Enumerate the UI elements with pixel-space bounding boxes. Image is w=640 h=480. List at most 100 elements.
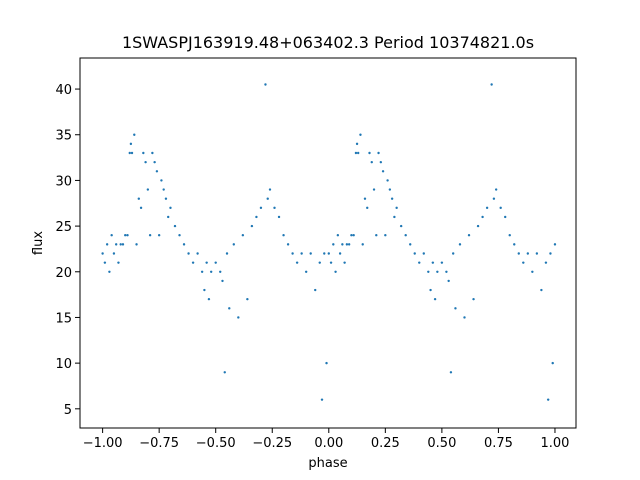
plot-frame bbox=[79, 57, 577, 429]
point bbox=[191, 261, 195, 264]
point bbox=[160, 179, 163, 182]
point bbox=[377, 151, 380, 155]
point bbox=[273, 206, 276, 210]
point bbox=[451, 252, 455, 255]
x-tick-label: 0.50 bbox=[427, 436, 456, 451]
y-tick-label: 15 bbox=[55, 311, 72, 326]
point bbox=[354, 151, 358, 155]
point bbox=[128, 151, 131, 155]
point bbox=[323, 252, 326, 255]
point bbox=[219, 270, 222, 273]
point bbox=[551, 361, 554, 365]
point bbox=[203, 288, 206, 292]
point bbox=[164, 197, 168, 200]
point bbox=[553, 243, 557, 246]
y-tick-label: 5 bbox=[64, 403, 72, 418]
point bbox=[508, 234, 511, 237]
point bbox=[228, 307, 231, 310]
point bbox=[546, 398, 550, 401]
point bbox=[522, 261, 525, 264]
point bbox=[388, 188, 392, 191]
point bbox=[447, 279, 450, 283]
point bbox=[295, 261, 299, 264]
point bbox=[167, 215, 170, 219]
point bbox=[433, 297, 437, 301]
point bbox=[476, 224, 480, 228]
point bbox=[449, 371, 453, 374]
point bbox=[395, 206, 398, 210]
point bbox=[347, 243, 351, 246]
point bbox=[375, 234, 378, 237]
point bbox=[431, 261, 435, 264]
point bbox=[133, 133, 136, 136]
point bbox=[232, 243, 235, 246]
point bbox=[137, 197, 141, 200]
point bbox=[544, 261, 548, 264]
point bbox=[157, 234, 161, 237]
point bbox=[148, 234, 152, 237]
point bbox=[225, 252, 229, 255]
point bbox=[332, 243, 335, 246]
y-tick-label: 40 bbox=[55, 83, 72, 98]
point bbox=[356, 151, 360, 155]
point bbox=[490, 83, 493, 86]
point bbox=[286, 243, 290, 246]
point bbox=[422, 252, 425, 255]
point bbox=[209, 270, 213, 273]
point bbox=[318, 261, 321, 264]
point bbox=[309, 252, 312, 255]
x-tick-label: −0.75 bbox=[139, 436, 179, 451]
point bbox=[359, 133, 362, 136]
point bbox=[363, 197, 367, 200]
point bbox=[103, 261, 107, 264]
point bbox=[119, 243, 122, 246]
point bbox=[121, 243, 125, 246]
point bbox=[291, 252, 294, 255]
point bbox=[112, 252, 116, 255]
point bbox=[531, 270, 534, 273]
point bbox=[214, 261, 217, 264]
y-tick-label: 20 bbox=[55, 266, 72, 281]
y-tick-label: 10 bbox=[55, 357, 72, 372]
point bbox=[343, 261, 346, 264]
point bbox=[440, 261, 444, 264]
point bbox=[105, 243, 109, 246]
point bbox=[117, 261, 120, 264]
point bbox=[361, 243, 364, 246]
point bbox=[463, 316, 466, 319]
point bbox=[526, 252, 530, 255]
point bbox=[144, 160, 147, 164]
point bbox=[492, 197, 496, 200]
point bbox=[413, 252, 416, 255]
point bbox=[264, 83, 267, 86]
point bbox=[386, 179, 389, 182]
point bbox=[381, 170, 385, 173]
point bbox=[304, 270, 308, 273]
point bbox=[124, 234, 127, 237]
x-tick-label: 0.25 bbox=[371, 436, 400, 451]
point bbox=[499, 206, 502, 210]
point bbox=[341, 243, 344, 246]
point bbox=[108, 270, 111, 273]
point bbox=[110, 234, 113, 237]
point bbox=[372, 188, 376, 191]
x-tick-label: −1.00 bbox=[83, 436, 123, 451]
x-tick-label: 0.75 bbox=[484, 436, 513, 451]
point bbox=[139, 206, 143, 210]
point bbox=[427, 270, 430, 273]
point bbox=[259, 206, 263, 210]
point bbox=[200, 270, 204, 273]
point bbox=[135, 243, 138, 246]
point bbox=[255, 215, 258, 219]
point bbox=[327, 252, 330, 255]
point bbox=[207, 297, 211, 301]
point bbox=[366, 206, 369, 210]
point bbox=[196, 252, 199, 255]
point bbox=[352, 234, 355, 237]
point bbox=[126, 234, 129, 237]
point bbox=[250, 224, 254, 228]
point bbox=[549, 252, 552, 255]
point bbox=[129, 142, 133, 146]
